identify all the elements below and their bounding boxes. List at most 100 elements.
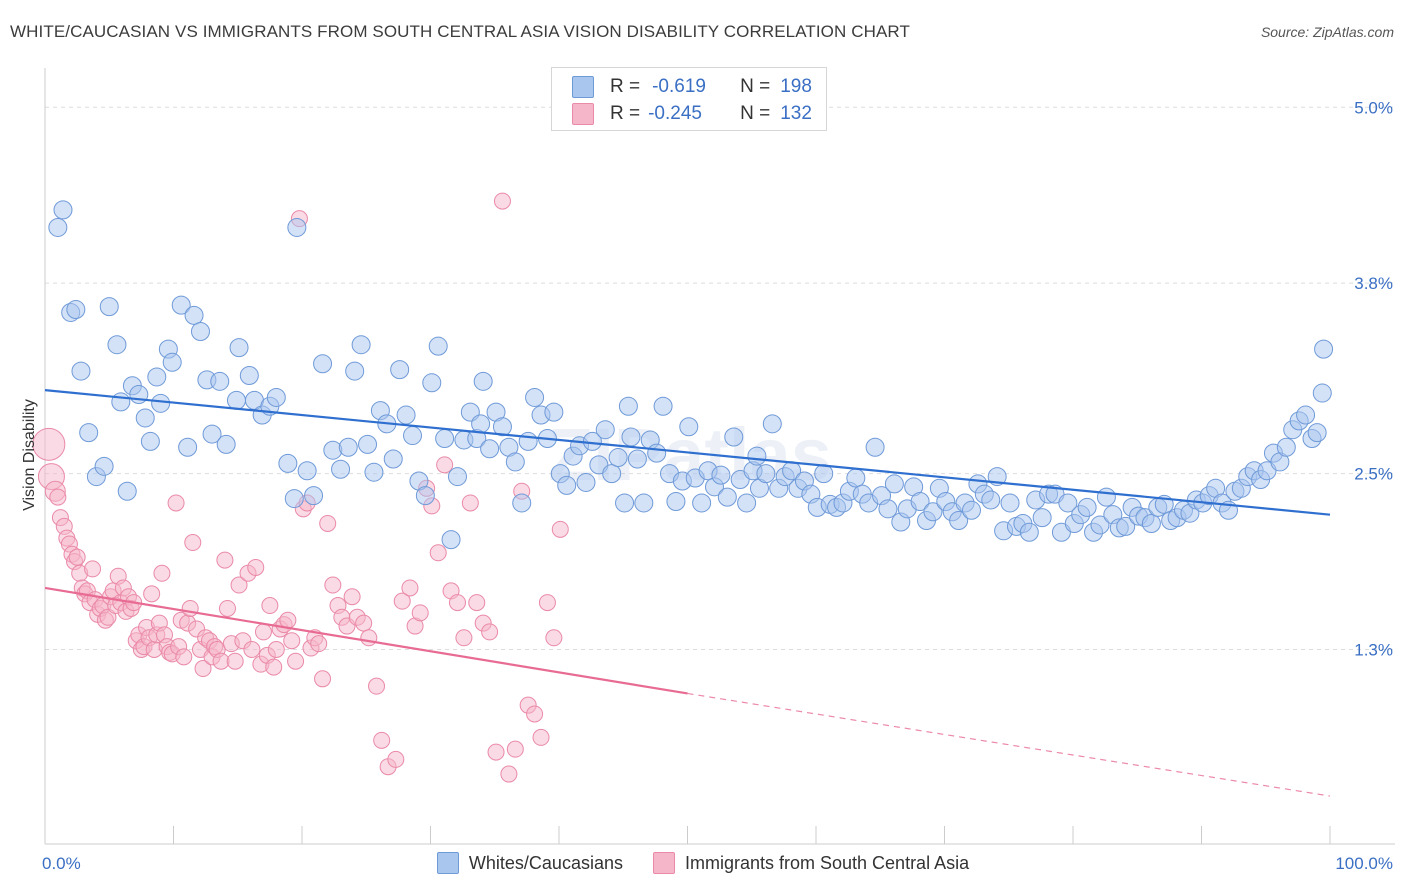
blue-point xyxy=(762,414,782,434)
pink-point xyxy=(411,604,429,622)
legend-label: Immigrants from South Central Asia xyxy=(684,852,970,873)
blue-point xyxy=(111,392,131,412)
series-legend: Whites/Caucasians Immigrants from South … xyxy=(0,852,1406,874)
pink-point xyxy=(551,520,569,538)
blue-point xyxy=(653,396,673,416)
blue-point xyxy=(471,414,491,434)
blue-swatch xyxy=(572,76,594,98)
blue-point xyxy=(266,387,286,407)
pink-point xyxy=(461,494,479,512)
blue-point xyxy=(184,305,204,325)
pink-point xyxy=(181,599,199,617)
x-tick-label: 100.0% xyxy=(1335,854,1393,873)
blue-point xyxy=(304,486,324,506)
blue-point xyxy=(178,437,198,457)
pink-point xyxy=(49,488,67,506)
blue-point xyxy=(525,387,545,407)
pink-point xyxy=(243,641,261,658)
blue-point xyxy=(364,462,384,482)
r-label: R = xyxy=(610,103,641,124)
y-tick-label: 1.3% xyxy=(1354,641,1393,660)
blue-point xyxy=(647,443,667,463)
blue-point xyxy=(1058,493,1078,513)
pink-point xyxy=(267,641,285,658)
tick-labels: 1.3% 2.5% 3.8% 5.0% 0.0% 100.0% xyxy=(42,98,1393,873)
blue-point xyxy=(441,530,461,550)
blue-point xyxy=(278,453,298,473)
blue-point xyxy=(737,493,757,513)
blue-point xyxy=(1077,497,1097,517)
chart-title: WHITE/CAUCASIAN VS IMMIGRANTS FROM SOUTH… xyxy=(10,22,910,41)
legend-item-immigrants[interactable]: Immigrants from South Central Asia xyxy=(652,852,970,874)
pink-trendline xyxy=(44,586,688,695)
blue-point xyxy=(210,371,230,391)
blue-point xyxy=(492,417,512,437)
pink-point xyxy=(324,576,342,594)
blue-point xyxy=(608,448,628,468)
blue-point xyxy=(287,217,307,237)
pink-point xyxy=(230,576,248,594)
blue-point xyxy=(229,338,249,358)
pink-point xyxy=(429,544,447,562)
blue-point xyxy=(1296,405,1316,425)
blue-point xyxy=(79,423,99,443)
legend-label: Whites/Caucasians xyxy=(468,852,623,873)
pink-point xyxy=(287,652,305,670)
blue-point xyxy=(724,427,744,447)
blue-point xyxy=(692,493,712,513)
r-label: R = xyxy=(610,76,641,97)
pink-point xyxy=(487,743,505,761)
r-value: -0.619 xyxy=(652,76,706,97)
pink-point xyxy=(314,670,332,688)
blue-point xyxy=(923,502,943,522)
blue-point xyxy=(595,420,615,440)
blue-point xyxy=(239,365,259,385)
blue-point xyxy=(71,361,91,381)
legend-item-whites[interactable]: Whites/Caucasians xyxy=(436,852,623,874)
blue-point xyxy=(621,427,641,447)
pink-point xyxy=(481,623,499,641)
blue-point xyxy=(747,446,767,466)
source-label: Source: ZipAtlas.com xyxy=(1260,24,1394,40)
pink-point xyxy=(355,614,373,632)
blue-point xyxy=(505,452,525,472)
pink-point xyxy=(368,677,386,695)
blue-point xyxy=(1141,513,1161,533)
pink-point xyxy=(343,588,361,606)
blue-point xyxy=(544,402,564,422)
blue-point xyxy=(518,431,538,451)
blue-point xyxy=(1116,516,1136,536)
pink-point xyxy=(455,629,473,647)
blue-point xyxy=(1096,487,1116,507)
pink-point xyxy=(283,632,301,650)
pink-point xyxy=(153,564,171,582)
blue-point xyxy=(216,434,236,454)
x-tick-label: 0.0% xyxy=(42,854,81,873)
pink-point xyxy=(218,599,236,617)
pink-point xyxy=(468,594,486,612)
blue-point xyxy=(865,437,885,457)
y-tick-label: 5.0% xyxy=(1354,98,1393,117)
n-label: N = xyxy=(740,103,771,124)
blue-point xyxy=(48,217,68,237)
pink-point xyxy=(226,652,244,670)
blue-point xyxy=(117,481,137,501)
blue-point xyxy=(1019,522,1039,542)
blue-point xyxy=(331,459,351,479)
blue-point xyxy=(717,487,737,507)
blue-point xyxy=(351,335,371,355)
blue-point xyxy=(576,472,596,492)
blue-point xyxy=(383,449,403,469)
pink-point xyxy=(167,494,185,512)
pink-point xyxy=(538,594,556,612)
pink-point xyxy=(261,597,279,615)
blue-point xyxy=(1276,437,1296,457)
pink-point xyxy=(143,585,161,603)
blue-point xyxy=(1307,423,1327,443)
blue-point xyxy=(358,434,378,454)
blue-point xyxy=(602,464,622,484)
blue-point xyxy=(415,486,435,506)
blue-point xyxy=(615,493,635,513)
r-value: -0.245 xyxy=(648,103,702,124)
